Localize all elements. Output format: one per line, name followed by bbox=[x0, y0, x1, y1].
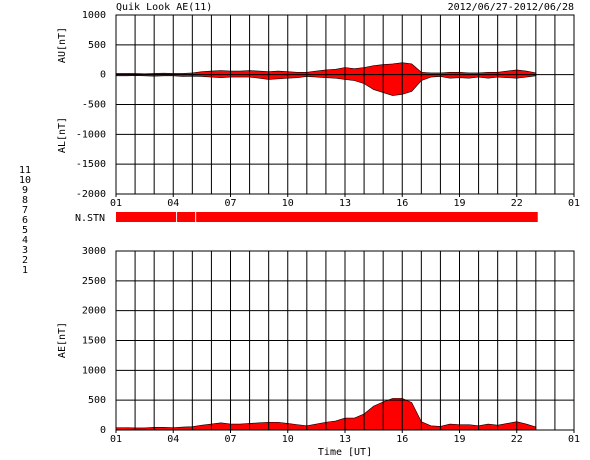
station-scale-label: 9 bbox=[22, 185, 28, 196]
station-scale-label: 3 bbox=[22, 245, 28, 256]
x-tick-label: 07 bbox=[224, 198, 236, 209]
station-scale-label: 1 bbox=[22, 265, 28, 276]
y-tick-label: 1000 bbox=[82, 365, 106, 376]
x-tick-label: 10 bbox=[282, 434, 294, 445]
area bbox=[115, 62, 537, 75]
y-tick-label: 1500 bbox=[82, 336, 106, 347]
station-scale-label: 7 bbox=[22, 205, 28, 216]
y-tick-label: 0 bbox=[100, 70, 106, 81]
station-segment bbox=[196, 212, 538, 222]
x-tick-label: 01 bbox=[568, 434, 580, 445]
y-tick-label: 2500 bbox=[82, 276, 106, 287]
x-tick-label: 01 bbox=[110, 198, 122, 209]
station-scale-label: 4 bbox=[22, 235, 28, 246]
x-tick-label: 19 bbox=[453, 198, 465, 209]
x-tick-label: 19 bbox=[453, 434, 465, 445]
station-segment bbox=[177, 212, 196, 222]
y-tick-label: 500 bbox=[88, 395, 106, 406]
y-axis-title: AE[nT] bbox=[57, 322, 68, 358]
y-tick-label: -1000 bbox=[76, 129, 106, 140]
station-scale-label: 2 bbox=[22, 255, 28, 266]
y-tick-label: 1000 bbox=[82, 10, 106, 21]
x-tick-label: 22 bbox=[511, 434, 523, 445]
y-tick-label: 500 bbox=[88, 40, 106, 51]
y-axis-title: AU[nT] bbox=[57, 27, 68, 63]
x-tick-label: 01 bbox=[568, 198, 580, 209]
station-scale-label: 8 bbox=[22, 195, 28, 206]
y-tick-label: -2000 bbox=[76, 189, 106, 200]
date-range: 2012/06/27-2012/06/28 bbox=[448, 2, 574, 13]
station-scale-label: 6 bbox=[22, 215, 28, 226]
plot-frame bbox=[115, 14, 575, 195]
y-tick-label: 3000 bbox=[82, 246, 106, 257]
x-tick-label: 16 bbox=[396, 434, 408, 445]
x-tick-label: 07 bbox=[224, 434, 236, 445]
x-tick-label: 22 bbox=[511, 198, 523, 209]
x-tick-label: 13 bbox=[339, 434, 351, 445]
x-tick-label: 01 bbox=[110, 434, 122, 445]
area bbox=[115, 74, 537, 96]
y-tick-label: 0 bbox=[100, 425, 106, 436]
y-axis-title: AL[nT] bbox=[57, 117, 68, 153]
x-tick-label: 16 bbox=[396, 198, 408, 209]
x-tick-label: 04 bbox=[167, 198, 179, 209]
x-tick-label: 10 bbox=[282, 198, 294, 209]
y-tick-label: 2000 bbox=[82, 306, 106, 317]
station-segment bbox=[116, 212, 177, 222]
y-tick-label: -500 bbox=[82, 100, 106, 111]
station-scale-label: 10 bbox=[19, 175, 31, 186]
chart-title: Quik Look AE(11) bbox=[116, 2, 212, 13]
y-tick-label: -1500 bbox=[76, 159, 106, 170]
station-scale-label: 11 bbox=[19, 165, 31, 176]
x-axis-title: Time [UT] bbox=[318, 447, 372, 458]
station-label: N.STN bbox=[75, 213, 105, 224]
plot-frame bbox=[115, 250, 575, 431]
x-tick-label: 04 bbox=[167, 434, 179, 445]
station-scale-label: 5 bbox=[22, 225, 28, 236]
x-tick-label: 13 bbox=[339, 198, 351, 209]
